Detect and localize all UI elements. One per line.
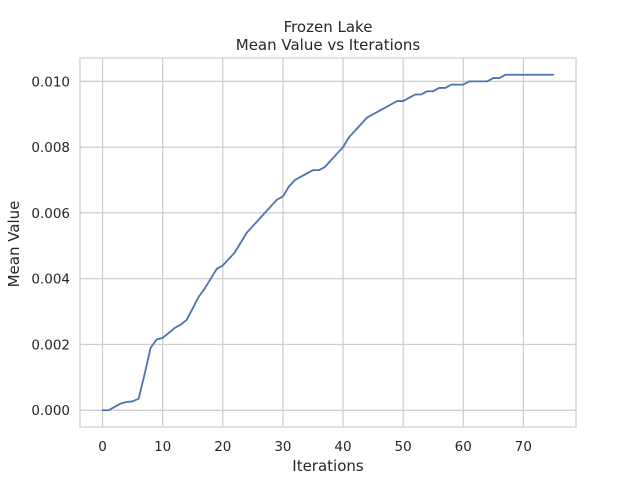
y-axis-ticks: 0.000 0.002 0.004 0.006 0.008 0.010	[31, 74, 70, 419]
y-tick-label: 0.006	[31, 206, 70, 222]
x-tick-label: 20	[214, 439, 231, 455]
y-axis-label: Mean Value	[5, 201, 23, 288]
x-tick-label: 50	[395, 439, 412, 455]
chart-title: Frozen Lake	[284, 18, 373, 36]
x-tick-label: 60	[455, 439, 472, 455]
y-tick-label: 0.010	[31, 74, 70, 90]
plot-frame	[79, 57, 577, 428]
grid	[80, 58, 576, 427]
x-tick-label: 40	[334, 439, 351, 455]
series-line	[101, 73, 555, 412]
x-axis-ticks: 0 10 20 30 40 50 60 70	[98, 439, 532, 455]
y-tick-label: 0.008	[31, 140, 70, 156]
x-tick-label: 10	[154, 439, 171, 455]
x-tick-label: 0	[98, 439, 107, 455]
chart-subtitle: Mean Value vs Iterations	[236, 36, 421, 54]
x-tick-label: 70	[515, 439, 532, 455]
x-axis-label: Iterations	[292, 457, 364, 475]
x-tick-label: 30	[274, 439, 291, 455]
y-tick-label: 0.002	[31, 337, 70, 353]
y-tick-label: 0.004	[31, 272, 70, 288]
y-tick-label: 0.000	[31, 403, 70, 419]
